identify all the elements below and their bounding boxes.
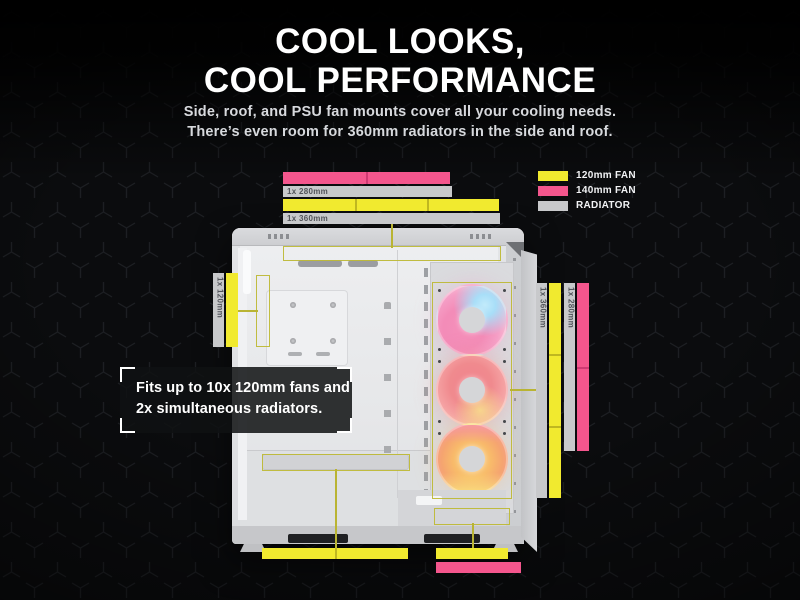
- headline-line1: COOL LOOKS,: [275, 22, 525, 61]
- case-top-vent-marks: [268, 234, 290, 239]
- roof-280mm-radiator-label: 1x 280mm: [287, 187, 329, 196]
- standoff-screw: [290, 302, 296, 308]
- side-120mm-fan-bar: [549, 283, 561, 498]
- subhead-line1: Side, roof, and PSU fan mounts cover all…: [183, 104, 617, 120]
- opened-side-panel-edge: [521, 250, 537, 552]
- callout-corner-bracket: [120, 418, 135, 433]
- callout-corner-bracket: [337, 418, 352, 433]
- front-mount-outline: [256, 275, 270, 347]
- floor-120mm-fan-bar-left: [262, 548, 408, 559]
- rgb-fan-middle: [435, 354, 508, 426]
- roof-connector-line: [391, 224, 393, 248]
- fan-screw-dot: [438, 420, 441, 423]
- fan-screw-dot: [503, 420, 506, 423]
- segment-divider: [549, 426, 561, 428]
- side-360mm-radiator-bar: 1x 360mm: [536, 283, 548, 498]
- case-front-trim: [243, 250, 251, 294]
- segment-divider: [366, 172, 368, 184]
- bottom-vent: [424, 534, 480, 543]
- legend-label-radiator: RADIATOR: [576, 200, 631, 211]
- fan-hub: [458, 307, 485, 333]
- legend-label-120mm-fan: 120mm FAN: [576, 170, 636, 181]
- side-280mm-radiator-label: 1x 280mm: [566, 287, 576, 329]
- fan-hub: [458, 377, 485, 403]
- callout-box: Fits up to 10x 120mm fans and 2x simulta…: [120, 367, 352, 433]
- legend-swatch-radiator: [538, 200, 568, 211]
- headline-line2: COOL PERFORMANCE: [203, 61, 597, 100]
- tray-vent: [288, 352, 302, 356]
- front-connector-line: [238, 310, 258, 312]
- headline: COOL LOOKS, COOL PERFORMANCE: [0, 22, 800, 100]
- legend-item-140mm-fan: 140mm FAN: [538, 183, 636, 198]
- psu-connector: [416, 496, 442, 505]
- psu-connector-line: [472, 523, 474, 549]
- fan-screw-dot: [503, 348, 506, 351]
- interior-divider: [397, 250, 398, 498]
- subhead-line2: There’s even room for 360mm radiators in…: [187, 124, 613, 140]
- segment-divider: [577, 367, 589, 369]
- callout-corner-bracket: [120, 367, 135, 382]
- standoff-screw: [330, 338, 336, 344]
- case-vent-slot: [298, 260, 342, 267]
- legend: 120mm FAN 140mm FAN RADIATOR: [538, 168, 636, 213]
- fan-screw-dot: [503, 289, 506, 292]
- psu-120mm-fan-bar: [436, 548, 508, 559]
- standoff-screw: [290, 338, 296, 344]
- floor-connector-line: [335, 469, 337, 549]
- tray-vent: [316, 352, 330, 356]
- case-foot-left: [240, 544, 266, 552]
- front-120mm-radiator-bar: 1x 120mm: [213, 273, 225, 347]
- case-top-frame: [232, 228, 524, 246]
- side-280mm-radiator-bar: 1x 280mm: [564, 283, 576, 451]
- standoff-screw: [330, 302, 336, 308]
- front-120mm-fan-bar: [226, 273, 238, 347]
- legend-swatch-140mm-fan: [538, 185, 568, 196]
- roof-140mm-fan-bar: [283, 172, 450, 184]
- pc-case-illustration: [232, 228, 524, 544]
- side-140mm-fan-bar: [577, 283, 589, 451]
- roof-360mm-radiator-label: 1x 360mm: [287, 214, 329, 223]
- legend-label-140mm-fan: 140mm FAN: [576, 185, 636, 196]
- roof-360mm-radiator-bar: 1x 360mm: [283, 213, 500, 224]
- side-vent-strip: [424, 268, 428, 504]
- segment-divider: [335, 548, 337, 559]
- subhead: Side, roof, and PSU fan mounts cover all…: [0, 102, 800, 142]
- callout-corner-bracket: [337, 367, 352, 382]
- fan-screw-dot: [438, 348, 441, 351]
- callout-text: Fits up to 10x 120mm fans and 2x simulta…: [136, 378, 350, 420]
- fan-screw-dot: [438, 432, 441, 435]
- case-rear-holes: [513, 258, 516, 528]
- side-360mm-radiator-label: 1x 360mm: [538, 287, 548, 329]
- bottom-vent: [288, 534, 348, 543]
- side-connector-line: [510, 389, 537, 391]
- front-120mm-radiator-label: 1x 120mm: [215, 277, 225, 319]
- roof-280mm-radiator-bar: 1x 280mm: [283, 186, 452, 197]
- case-top-vent-marks: [470, 234, 492, 239]
- floor-fan-channel: [262, 454, 409, 470]
- roof-mount-outline: [283, 246, 501, 261]
- legend-item-120mm-fan: 120mm FAN: [538, 168, 636, 183]
- case-vent-slot: [348, 260, 378, 267]
- fan-screw-dot: [503, 360, 506, 363]
- fan-screw-dot: [438, 360, 441, 363]
- roof-120mm-fan-bar: [283, 199, 499, 211]
- segment-divider: [355, 199, 357, 211]
- motherboard-tray: [266, 290, 348, 366]
- callout-line2: 2x simultaneous radiators.: [136, 401, 323, 417]
- legend-swatch-120mm-fan: [538, 170, 568, 181]
- fan-screw-dot: [503, 432, 506, 435]
- cable-routing-slots: [384, 302, 391, 472]
- psu-140mm-fan-bar: [436, 562, 521, 573]
- segment-divider: [549, 354, 561, 356]
- case-bottom-frame: [232, 526, 524, 544]
- callout-line1: Fits up to 10x 120mm fans and: [136, 380, 351, 396]
- side-fan-mount-outline: [432, 282, 512, 499]
- segment-divider: [427, 199, 429, 211]
- fan-screw-dot: [438, 289, 441, 292]
- fan-hub: [458, 446, 485, 472]
- legend-item-radiator: RADIATOR: [538, 198, 636, 213]
